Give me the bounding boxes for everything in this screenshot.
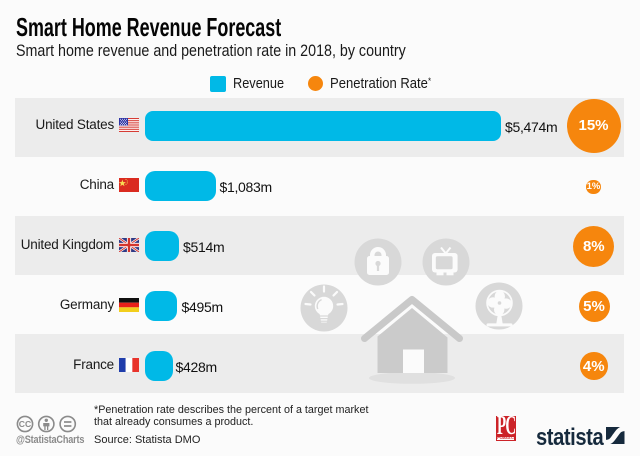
svg-text:CC: CC [19, 419, 31, 429]
